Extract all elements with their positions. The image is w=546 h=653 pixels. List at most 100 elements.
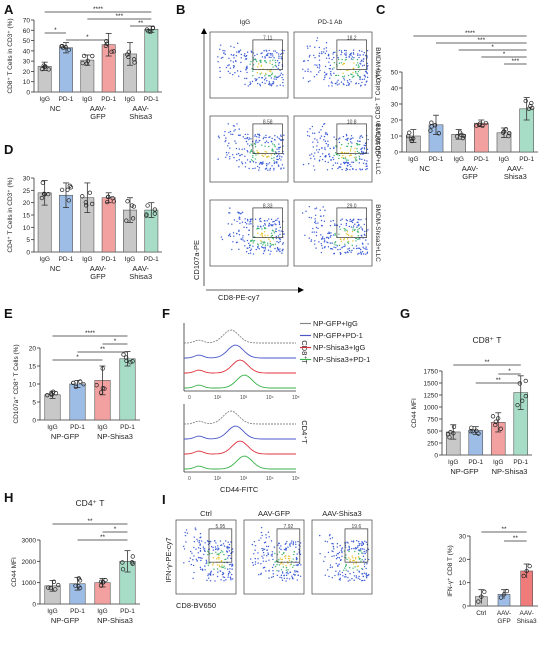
event-dot: [212, 549, 215, 551]
event-dot: [346, 139, 348, 142]
event-dot: [358, 76, 361, 78]
y-tick-label: 0: [434, 453, 438, 460]
event-dot: [347, 84, 350, 86]
b-y-arrowhead: [201, 28, 207, 34]
event-dot: [276, 241, 278, 243]
event-dot: [220, 550, 223, 552]
event-dot: [293, 573, 295, 576]
event-dot: [260, 65, 263, 67]
event-dot: [279, 226, 282, 229]
event-dot: [328, 232, 330, 234]
event-dot: [320, 224, 323, 227]
event-dot: [226, 545, 228, 548]
event-dot: [242, 237, 244, 239]
event-dot: [309, 128, 311, 130]
event-dot: [239, 49, 242, 51]
event-dot: [345, 56, 347, 59]
event-dot: [258, 539, 260, 542]
event-dot: [210, 545, 213, 548]
group-label: AAV-: [462, 164, 479, 173]
event-dot: [333, 61, 336, 64]
event-dot: [274, 561, 276, 563]
event-dot: [200, 559, 202, 562]
event-dot: [365, 541, 368, 543]
event-dot: [321, 158, 324, 161]
i-x-label: CD8-BV650: [176, 601, 216, 610]
event-dot: [345, 134, 348, 137]
event-dot: [289, 543, 291, 546]
event-dot: [316, 39, 318, 42]
event-dot: [295, 558, 298, 560]
event-dot: [224, 130, 226, 133]
significance-label: ****: [93, 6, 104, 13]
event-dot: [352, 229, 354, 231]
event-dot: [257, 245, 259, 248]
event-dot: [264, 57, 266, 59]
data-point: [454, 134, 460, 139]
event-dot: [364, 76, 367, 78]
event-dot: [318, 52, 321, 55]
event-dot: [352, 227, 354, 229]
data-point: [521, 573, 526, 579]
event-dot: [216, 558, 218, 560]
data-point: [476, 599, 481, 604]
data-point: [104, 39, 109, 44]
event-dot: [269, 84, 271, 86]
event-dot: [219, 551, 222, 554]
event-dot: [358, 50, 361, 52]
event-dot: [285, 542, 287, 544]
event-dot: [231, 578, 234, 580]
event-dot: [327, 161, 329, 164]
event-dot: [258, 63, 260, 65]
event-dot: [356, 226, 358, 228]
event-dot: [335, 83, 337, 85]
event-dot: [257, 227, 259, 230]
event-dot: [248, 137, 251, 139]
event-dot: [321, 147, 323, 149]
event-dot: [358, 82, 360, 85]
event-dot: [252, 70, 254, 72]
plot-frame: [293, 31, 373, 99]
event-dot: [340, 223, 342, 226]
event-dot: [345, 167, 348, 170]
event-dot: [201, 569, 204, 571]
event-dot: [204, 569, 206, 571]
event-dot: [317, 71, 320, 73]
event-dot: [314, 214, 317, 217]
event-dot: [306, 131, 309, 133]
event-dot: [364, 552, 366, 555]
panel-letter: C: [376, 2, 386, 17]
event-dot: [238, 50, 241, 53]
data-point: [125, 199, 130, 204]
event-dot: [318, 64, 321, 66]
event-dot: [246, 159, 249, 161]
event-dot: [219, 66, 221, 69]
event-dot: [345, 576, 347, 578]
event-dot: [312, 141, 314, 143]
event-dot: [255, 59, 257, 61]
data-point: [83, 200, 88, 205]
event-dot: [264, 227, 266, 230]
event-dot: [358, 155, 361, 158]
event-dot: [330, 70, 332, 73]
hist-tick: 0: [188, 476, 191, 482]
event-dot: [220, 57, 223, 59]
panel-letter: G: [400, 306, 410, 321]
event-dot: [351, 540, 353, 542]
event-dot: [358, 570, 360, 572]
event-dot: [255, 248, 257, 251]
event-dot: [252, 564, 255, 566]
legend-label: NP-GFP+PD-1: [313, 331, 363, 340]
event-dot: [340, 238, 342, 241]
event-dot: [342, 72, 344, 75]
event-dot: [279, 138, 281, 141]
event-dot: [229, 67, 232, 69]
event-dot: [267, 83, 270, 85]
event-dot: [361, 250, 364, 253]
significance-label: *: [503, 51, 506, 58]
event-dot: [361, 544, 363, 546]
event-dot: [208, 573, 211, 575]
event-dot: [290, 542, 292, 544]
event-dot: [195, 558, 198, 561]
event-dot: [311, 132, 314, 134]
